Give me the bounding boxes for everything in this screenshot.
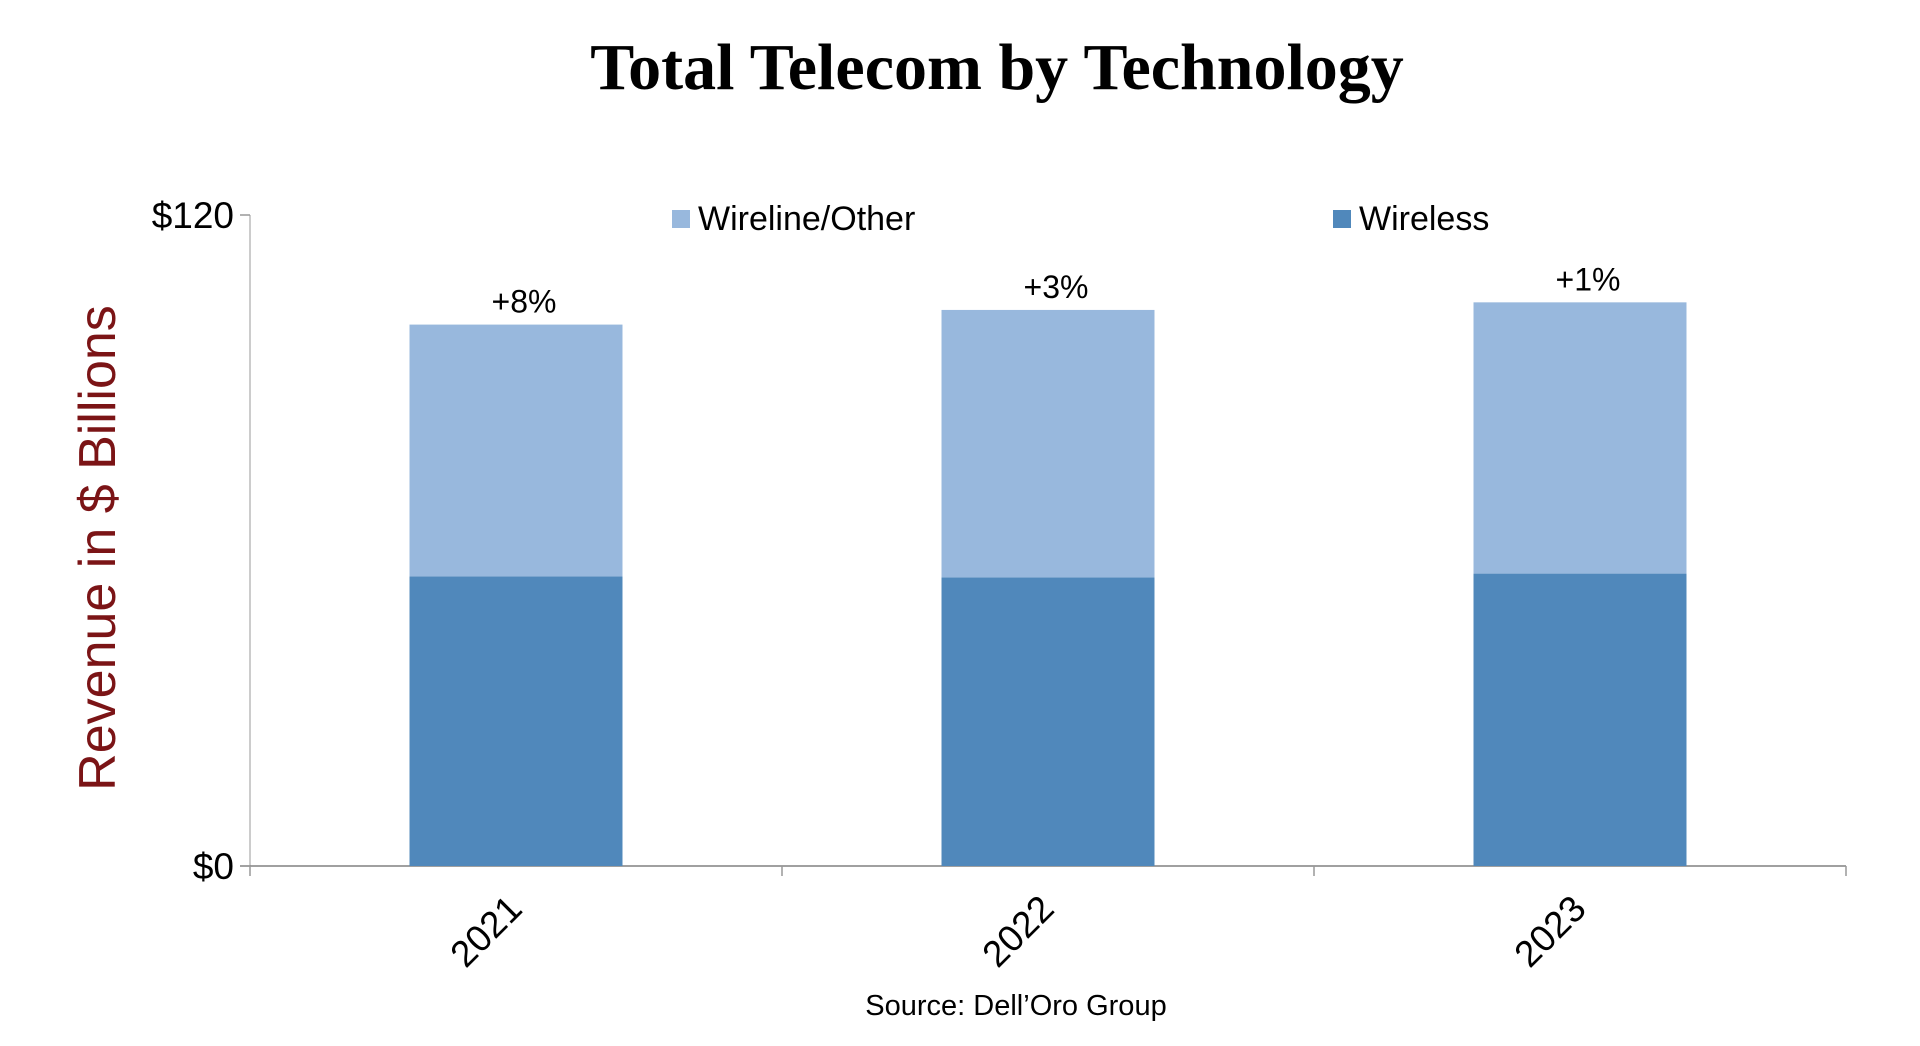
- bar-wireless-2021: [409, 576, 623, 866]
- x-tick-label: 2023: [1506, 888, 1593, 975]
- legend-label: Wireless: [1359, 200, 1489, 238]
- bar-wireless-2022: [941, 577, 1155, 866]
- legend-swatch-wireless: [1333, 210, 1351, 228]
- legend-label: Wireline/Other: [698, 200, 915, 238]
- data-label: +1%: [1556, 261, 1621, 297]
- x-tick-label: 2021: [442, 888, 529, 975]
- bar-wireline-other-2023: [1473, 302, 1687, 574]
- data-label: +3%: [1024, 269, 1089, 305]
- source-note: Source: Dell’Oro Group: [865, 990, 1167, 1022]
- bar-wireless-2023: [1473, 573, 1687, 866]
- legend-swatch-wireline-other: [672, 210, 690, 228]
- chart-title: Total Telecom by Technology: [590, 31, 1404, 104]
- x-tick-label: 2022: [974, 888, 1061, 975]
- bar-wireline-other-2021: [409, 324, 623, 577]
- y-tick-label: $0: [193, 846, 234, 887]
- data-label: +8%: [492, 284, 557, 320]
- bar-wireline-other-2022: [941, 309, 1155, 578]
- y-tick-label: $120: [152, 195, 234, 236]
